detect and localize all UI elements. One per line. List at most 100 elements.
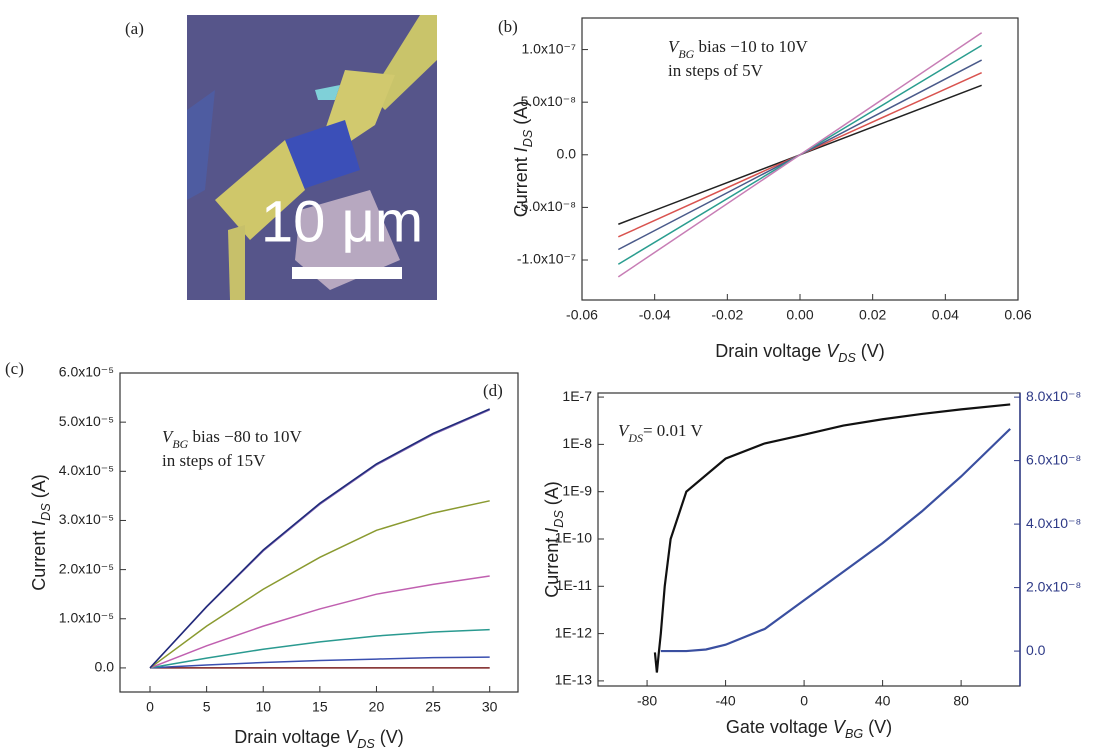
series-line: [660, 428, 1011, 653]
x-tick-label: 0.04: [932, 307, 959, 323]
label-part: = 0.01 V: [643, 421, 704, 440]
y-tick-label: 2.0x10⁻⁵: [59, 560, 114, 576]
label-part: V: [345, 727, 359, 747]
y-tick-label: 0.0: [95, 659, 115, 675]
x-axis-label: Drain voltage VDS (V): [715, 341, 885, 366]
label-part: (V): [863, 717, 892, 737]
x-tick-label: 80: [953, 693, 969, 709]
label-part: DS: [627, 431, 643, 445]
label-part: I: [511, 147, 531, 152]
label-part: BG: [678, 47, 694, 61]
y-tick-label: 1E-10: [555, 530, 593, 546]
panel-label: (a): [125, 19, 144, 38]
y-tick-label: 5.0x10⁻⁵: [59, 413, 114, 429]
label-part: V: [162, 427, 175, 446]
series-line: [149, 408, 490, 669]
label-part: (A): [29, 474, 49, 503]
label-part: bias −10 to 10V: [694, 37, 808, 56]
x-tick-label: -40: [715, 693, 735, 709]
label-part: in steps of 5V: [668, 61, 764, 80]
x-tick-label: 0: [146, 699, 154, 715]
y-tick-label: 4.0x10⁻⁵: [59, 462, 114, 478]
label-part: bias −80 to 10V: [188, 427, 302, 446]
y-axis-label: Current IDS (A): [29, 474, 54, 591]
x-tick-label: -80: [637, 693, 657, 709]
panel-label: (b): [498, 17, 518, 36]
label-part: BG: [845, 727, 863, 741]
y-tick-label: 6.0x10⁻⁵: [59, 364, 114, 380]
label-part: Current: [542, 533, 562, 598]
y-tick-label: 1E-8: [562, 435, 592, 451]
label-part: V: [618, 421, 631, 440]
x-tick-label: -0.06: [566, 307, 598, 323]
label-part: DS: [838, 351, 856, 365]
label-part: (A): [542, 481, 562, 510]
x-tick-label: 0.02: [859, 307, 886, 323]
series-line: [149, 628, 490, 669]
label-part: Drain voltage: [715, 341, 826, 361]
annotation: in steps of 15V: [162, 451, 266, 470]
label-part: Current: [511, 152, 531, 217]
y2-tick-label: 8.0x10⁻⁸: [1026, 388, 1081, 404]
x-tick-label: 5: [203, 699, 211, 715]
label-part: V: [833, 717, 847, 737]
y-tick-label: 5.0x10⁻⁸: [521, 93, 576, 109]
y-tick-label: 1E-13: [555, 672, 593, 688]
series-line: [149, 575, 490, 669]
label-part: (V): [375, 727, 404, 747]
label-part: V: [668, 37, 681, 56]
y-tick-label: -1.0x10⁻⁷: [517, 251, 576, 267]
series-line: [149, 656, 490, 669]
x-tick-label: 0.00: [786, 307, 813, 323]
label-part: I: [29, 521, 49, 526]
x-axis-label: Gate voltage VBG (V): [726, 717, 892, 742]
y2-tick-label: 4.0x10⁻⁸: [1026, 515, 1081, 531]
flake: [315, 85, 340, 100]
y-tick-label: 1E-11: [556, 577, 593, 593]
panel-label: (c): [5, 359, 24, 378]
x-tick-label: -0.04: [639, 307, 671, 323]
y-tick-label: 0.0: [557, 145, 577, 161]
x-tick-label: 20: [369, 699, 385, 715]
y2-tick-label: 6.0x10⁻⁸: [1026, 451, 1081, 467]
panel-label: (d): [483, 381, 503, 400]
y-tick-label: -5.0x10⁻⁸: [516, 198, 576, 214]
label-part: Drain voltage: [234, 727, 345, 747]
micrograph: 10 μm (a): [125, 15, 437, 300]
y2-tick-label: 0.0: [1026, 642, 1046, 658]
electrode: [215, 140, 305, 240]
flake: [295, 190, 400, 290]
y-tick-label: 1E-9: [562, 482, 592, 498]
series-line: [617, 32, 983, 278]
x-tick-label: -0.02: [711, 307, 743, 323]
label-part: I: [542, 528, 562, 533]
annotation: VBG bias −10 to 10V: [668, 37, 808, 61]
y2-tick-label: 2.0x10⁻⁸: [1026, 578, 1081, 594]
label-part: DS: [357, 737, 375, 751]
y-axis-label: Current IDS (A): [542, 481, 567, 598]
series-line: [149, 409, 490, 669]
x-tick-label: 0: [800, 693, 808, 709]
label-part: in steps of 15V: [162, 451, 266, 470]
annotation: in steps of 5V: [668, 61, 764, 80]
label-part: DS: [521, 129, 535, 147]
x-tick-label: 40: [875, 693, 891, 709]
y-tick-label: 1E-7: [562, 388, 592, 404]
y-tick-label: 1E-12: [555, 624, 593, 640]
label-part: Current: [29, 526, 49, 591]
x-tick-label: 10: [255, 699, 271, 715]
x-tick-label: 25: [425, 699, 441, 715]
label-part: BG: [172, 437, 188, 451]
label-part: (V): [856, 341, 885, 361]
label-part: V: [826, 341, 840, 361]
annotation: VBG bias −80 to 10V: [162, 427, 302, 451]
series-line: [653, 403, 1011, 673]
plot-frame: [119, 372, 519, 693]
annotation: VDS= 0.01 V: [618, 421, 703, 445]
y-tick-label: 1.0x10⁻⁵: [59, 609, 114, 625]
x-axis-label: Drain voltage VDS (V): [234, 727, 404, 751]
scale-label: 10 μm: [261, 189, 423, 254]
x-tick-label: 0.06: [1004, 307, 1031, 323]
label-part: DS: [39, 503, 53, 521]
